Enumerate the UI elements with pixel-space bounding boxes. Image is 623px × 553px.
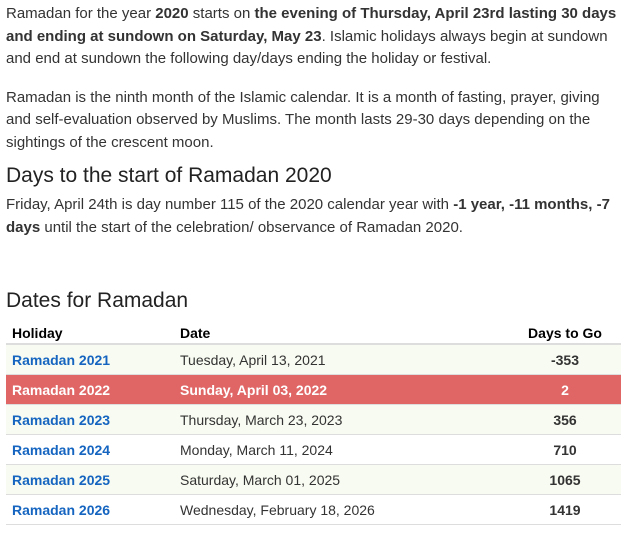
date-cell: Wednesday, February 18, 2026 <box>174 494 509 525</box>
table-row: Ramadan 2023 Thursday, March 23, 2023 356 <box>6 404 621 435</box>
days-cell: 1065 <box>509 464 621 495</box>
year: 2020 <box>155 5 189 22</box>
days-cell: 2 <box>509 374 621 405</box>
description-paragraph: Ramadan is the ninth month of the Islami… <box>6 88 600 151</box>
text: until the start of the celebration/ obse… <box>40 218 463 236</box>
text: starts on <box>188 5 255 22</box>
table-row: Ramadan 2026 Wednesday, February 18, 2026… <box>6 494 621 525</box>
holiday-link[interactable]: Ramadan 2021 <box>12 351 111 368</box>
col-holiday: Holiday <box>6 321 174 345</box>
days-cell: 356 <box>509 404 621 435</box>
holiday-cell: Ramadan 2021 <box>6 344 174 375</box>
col-days: Days to Go <box>509 321 621 345</box>
holiday-cell: Ramadan 2026 <box>6 494 174 525</box>
date-cell: Thursday, March 23, 2023 <box>174 404 509 435</box>
date-cell: Sunday, April 03, 2022 <box>174 374 509 405</box>
countdown-value: -1 year, -11 months, -7 days <box>6 196 610 236</box>
table-row: Ramadan 2025 Saturday, March 01, 2025 1065 <box>6 464 621 495</box>
dates-table: Holiday Date Days to Go Ramadan 2021 Tues… <box>6 321 621 525</box>
table-row: Ramadan 2022 Sunday, April 03, 2022 2 <box>6 374 621 405</box>
countdown-paragraph: Friday, April 24th is day number 115 of … <box>6 194 617 239</box>
date-cell: Monday, March 11, 2024 <box>174 434 509 465</box>
holiday-link[interactable]: Ramadan 2025 <box>12 471 111 488</box>
intro-paragraph: Ramadan for the year 2020 starts on the … <box>6 3 617 71</box>
holiday-cell: Ramadan 2023 <box>6 404 174 435</box>
holiday-link[interactable]: Ramadan 2022 <box>12 381 111 398</box>
date-cell: Saturday, March 01, 2025 <box>174 464 509 495</box>
text: Friday, April 24th is day number 115 of … <box>6 196 454 213</box>
days-cell: -353 <box>509 344 621 375</box>
holiday-link[interactable]: Ramadan 2024 <box>12 441 111 458</box>
text: . Islamic holidays always begin at sundo… <box>6 27 608 68</box>
table-row: Ramadan 2021 Tuesday, April 13, 2021 -353 <box>6 344 621 375</box>
holiday-cell: Ramadan 2025 <box>6 464 174 495</box>
holiday-link[interactable]: Ramadan 2023 <box>12 411 111 428</box>
holiday-link[interactable]: Ramadan 2026 <box>12 501 111 518</box>
days-cell: 1419 <box>509 494 621 525</box>
days-cell: 710 <box>509 434 621 465</box>
holiday-cell: Ramadan 2022 <box>6 374 174 405</box>
table-row: Ramadan 2024 Monday, March 11, 2024 710 <box>6 434 621 465</box>
holiday-cell: Ramadan 2024 <box>6 434 174 465</box>
col-date: Date <box>174 321 509 345</box>
table-header: Holiday Date Days to Go <box>6 321 621 345</box>
dates-heading: Dates for Ramadan <box>6 289 189 312</box>
countdown-heading: Days to the start of Ramadan 2020 <box>6 164 332 187</box>
text: Ramadan for the year <box>6 5 156 22</box>
date-range: the evening of Thursday, April 23rd last… <box>6 5 617 45</box>
date-cell: Tuesday, April 13, 2021 <box>174 344 509 375</box>
